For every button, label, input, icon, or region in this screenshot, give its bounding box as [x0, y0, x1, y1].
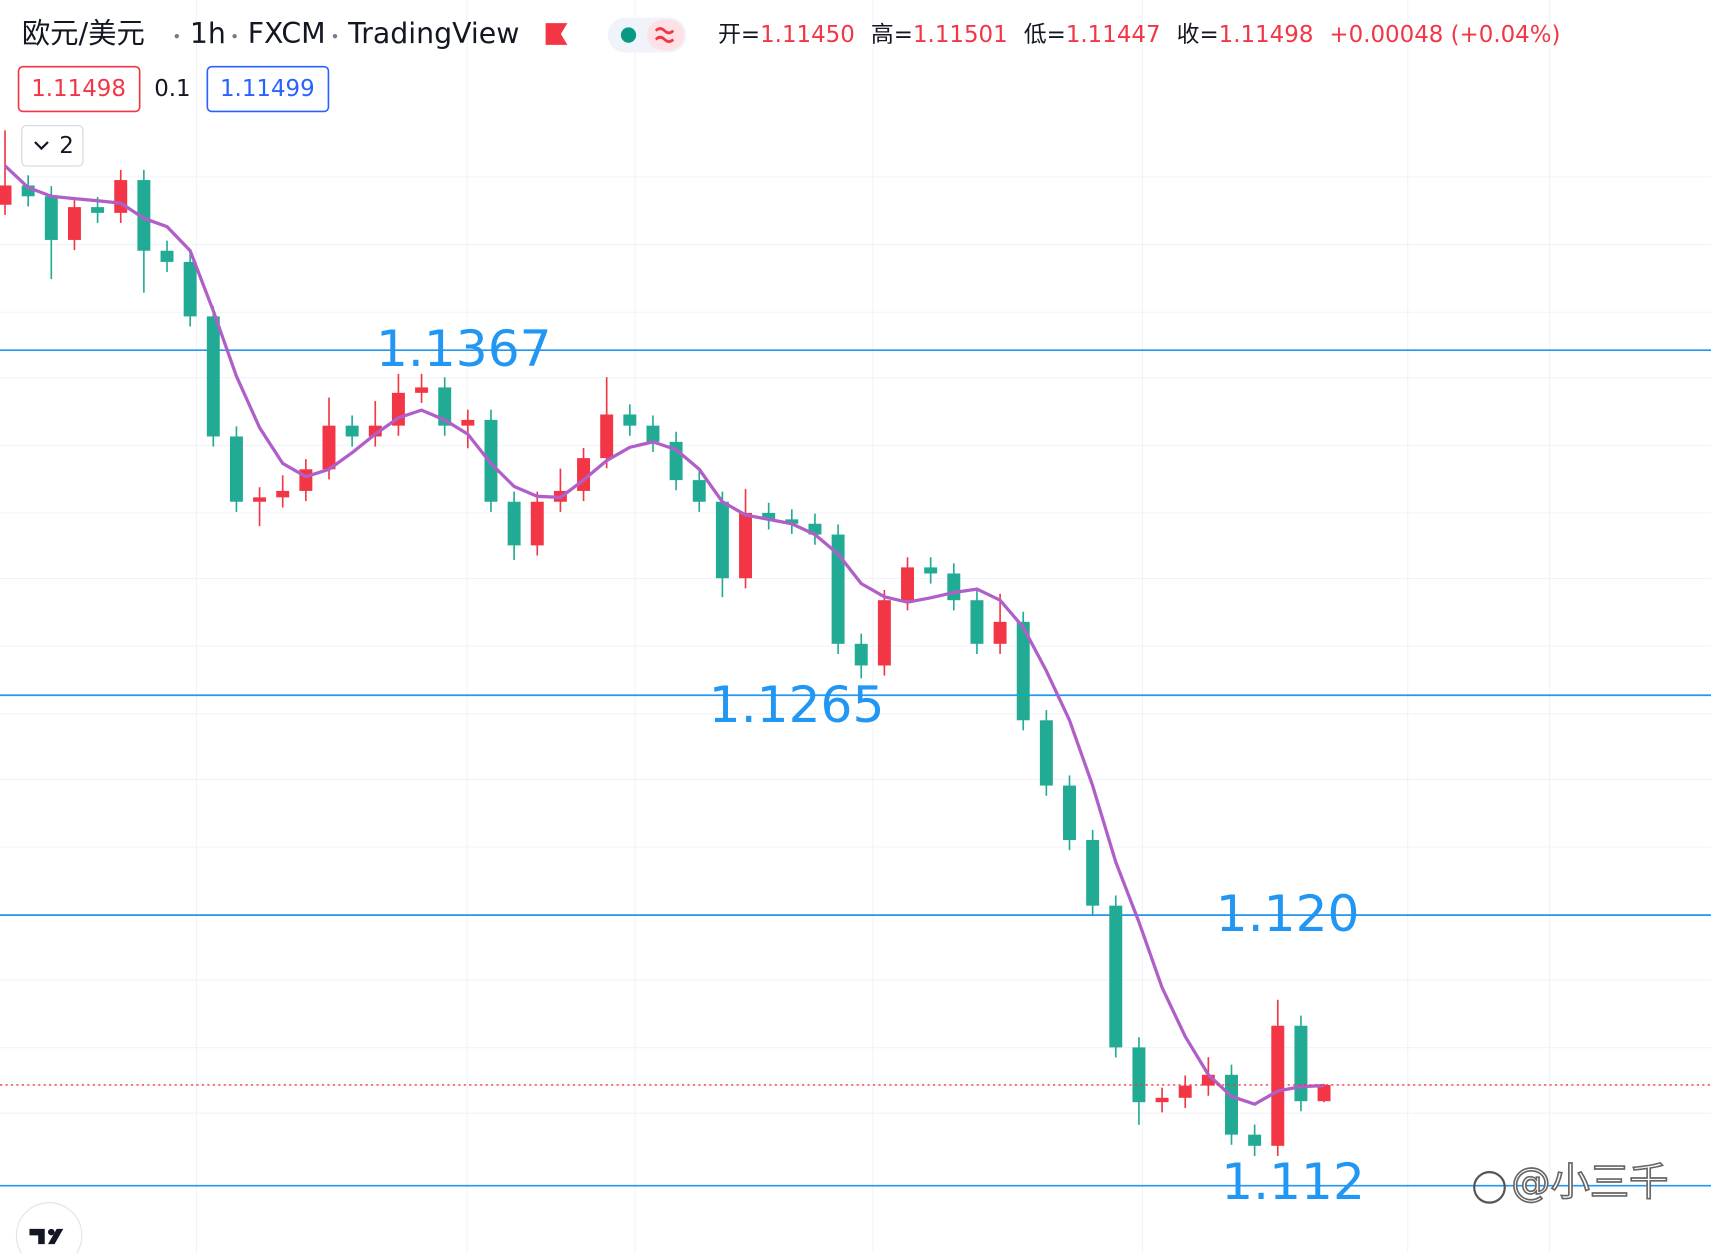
platform: TradingView	[347, 17, 519, 50]
candle-body	[415, 387, 429, 393]
level-label: 1.1367	[376, 319, 552, 378]
candle-body	[1317, 1084, 1331, 1102]
candle-body	[854, 643, 868, 666]
candle-body	[1201, 1074, 1215, 1086]
ohlc-label: 低=	[1024, 22, 1066, 48]
candle-body	[1225, 1074, 1238, 1135]
indicator-count: 2	[59, 133, 74, 159]
interval: 1h	[190, 17, 226, 50]
candle-body	[91, 207, 105, 213]
candle-body	[1109, 905, 1123, 1048]
tv-logo[interactable]	[15, 1202, 83, 1253]
sell-box[interactable]	[17, 65, 141, 113]
candle-body	[600, 414, 614, 459]
delay-badge	[647, 19, 685, 51]
logo-dot	[48, 1228, 55, 1236]
buy-box[interactable]	[206, 65, 330, 113]
watermark-group: @小三千	[1473, 1160, 1669, 1207]
level-label: 1.112	[1221, 1152, 1365, 1211]
exchange: FXCM	[248, 17, 326, 50]
candle-body	[44, 196, 58, 240]
candle-body	[507, 501, 521, 546]
candle-body	[183, 261, 197, 317]
watermark: @小三千	[1511, 1161, 1668, 1206]
candle-body	[1271, 1025, 1285, 1146]
candle-body	[970, 600, 984, 644]
delay-icon	[654, 27, 675, 43]
level-label: 1.120	[1216, 884, 1360, 943]
candle-body	[461, 419, 475, 426]
candle-body	[1178, 1085, 1192, 1098]
ohlc-value: 1.11501	[913, 22, 1008, 48]
candle-body	[947, 573, 961, 601]
candle-body	[1039, 720, 1053, 786]
candle-body	[785, 519, 799, 524]
candle-body	[692, 480, 706, 502]
candle-body	[368, 425, 382, 437]
change: +0.00048 (+0.04%)	[1329, 22, 1560, 48]
logo-circle[interactable]	[15, 1202, 83, 1253]
ohlc-value: 1.11447	[1066, 22, 1161, 48]
candle-body	[1016, 621, 1030, 721]
candle-body	[739, 512, 753, 579]
ohlc-value: 1.11450	[760, 22, 855, 48]
spread: 0.1	[154, 76, 190, 102]
candle-body	[901, 567, 914, 601]
candle-body	[877, 600, 891, 666]
watermark-icon	[1473, 1171, 1506, 1204]
candle-body	[646, 425, 660, 442]
candle-body	[137, 180, 151, 251]
bid-price[interactable]: 1.11498	[31, 76, 126, 102]
candle-body	[762, 512, 776, 520]
level-label: 1.1265	[709, 675, 885, 734]
candle-body	[206, 316, 220, 437]
candle-body	[1294, 1025, 1308, 1102]
plot-area: 1.1367 1.1265 1.120 1.112	[0, 130, 1711, 1211]
candle-body	[345, 425, 359, 437]
ohlc-values: 开=1.11450 高=1.11501 低=1.11447 收=1.11498 …	[718, 22, 1560, 48]
separator	[332, 33, 338, 39]
candle-body	[276, 490, 290, 498]
candle-body	[623, 414, 637, 426]
candle-body	[1086, 840, 1100, 906]
indicator-toggle[interactable]	[21, 125, 84, 167]
candle-body	[1248, 1134, 1262, 1146]
candle-body	[21, 185, 35, 197]
candle-body	[1155, 1097, 1169, 1103]
ohlc-label: 收=	[1177, 22, 1219, 48]
candle-body	[322, 425, 336, 470]
candle-body	[1132, 1047, 1146, 1103]
chevron	[34, 141, 49, 151]
candle-body	[229, 436, 243, 502]
separator	[232, 33, 237, 39]
candle-body	[0, 185, 12, 205]
candle-body	[993, 621, 1007, 644]
candle-body	[715, 501, 729, 579]
candle-body	[160, 250, 174, 262]
candle-body	[808, 523, 822, 535]
legend-header: 欧元/美元 1h FXCM TradingView 开=1.11450 高=1.…	[17, 17, 1560, 167]
candle-body	[484, 419, 498, 502]
market-open-dot	[620, 27, 637, 43]
ask-price[interactable]: 1.11499	[220, 76, 315, 102]
candle-body	[67, 207, 81, 240]
separator	[174, 33, 179, 39]
candle-body	[1063, 785, 1076, 841]
ohlc-value: 1.11498	[1219, 22, 1314, 48]
ohlc-label: 开=	[718, 22, 760, 48]
candle-body	[831, 534, 845, 644]
logo-mark	[29, 1228, 64, 1245]
candle-body	[924, 567, 938, 574]
moving-average	[3, 164, 1325, 1106]
candle-body	[438, 387, 452, 426]
flag-icon[interactable]	[545, 23, 568, 45]
candle-body	[253, 497, 267, 502]
ohlc-label: 高=	[871, 22, 913, 48]
candle-body	[530, 501, 544, 546]
symbol: 欧元/美元	[22, 17, 145, 50]
